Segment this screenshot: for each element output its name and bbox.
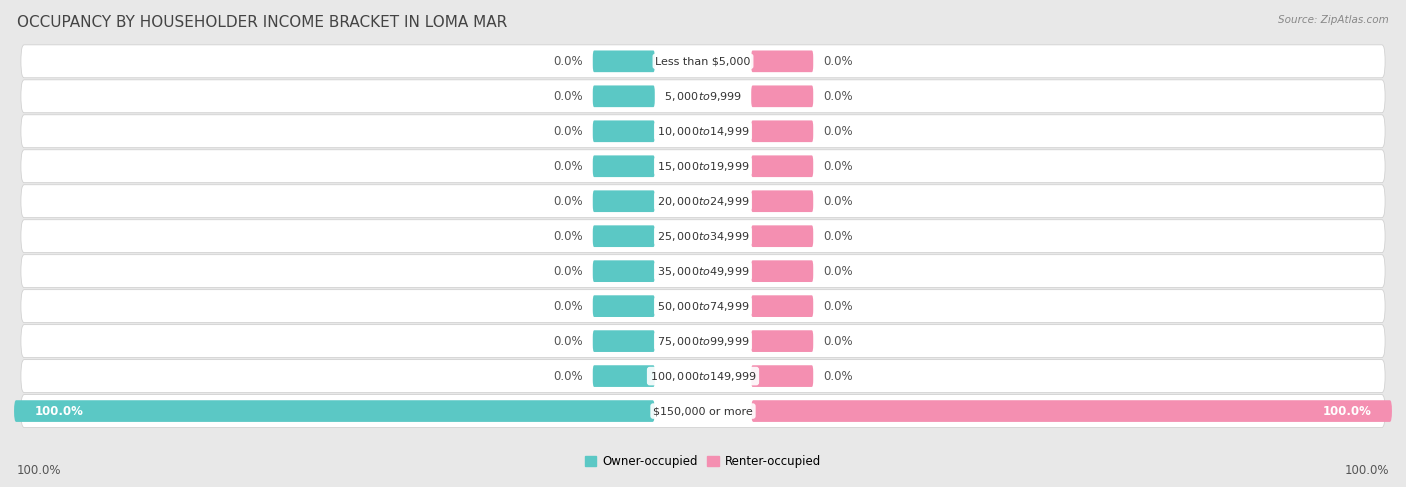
Text: $150,000 or more: $150,000 or more — [654, 406, 752, 416]
Text: 100.0%: 100.0% — [35, 405, 83, 417]
Text: 0.0%: 0.0% — [553, 125, 582, 138]
Text: $100,000 to $149,999: $100,000 to $149,999 — [650, 370, 756, 383]
Text: 0.0%: 0.0% — [553, 160, 582, 173]
FancyBboxPatch shape — [751, 190, 813, 212]
Text: Less than $5,000: Less than $5,000 — [655, 56, 751, 66]
FancyBboxPatch shape — [751, 155, 813, 177]
Text: 0.0%: 0.0% — [553, 300, 582, 313]
FancyBboxPatch shape — [21, 290, 1385, 322]
Text: 100.0%: 100.0% — [1344, 464, 1389, 477]
Text: 0.0%: 0.0% — [553, 335, 582, 348]
FancyBboxPatch shape — [751, 330, 813, 352]
FancyBboxPatch shape — [593, 155, 655, 177]
FancyBboxPatch shape — [21, 394, 1385, 428]
Text: 100.0%: 100.0% — [1323, 405, 1371, 417]
FancyBboxPatch shape — [751, 400, 1392, 422]
FancyBboxPatch shape — [593, 330, 655, 352]
FancyBboxPatch shape — [751, 85, 813, 107]
FancyBboxPatch shape — [21, 45, 1385, 78]
Text: $75,000 to $99,999: $75,000 to $99,999 — [657, 335, 749, 348]
Text: $50,000 to $74,999: $50,000 to $74,999 — [657, 300, 749, 313]
FancyBboxPatch shape — [593, 190, 655, 212]
FancyBboxPatch shape — [593, 51, 655, 72]
Text: 0.0%: 0.0% — [824, 335, 853, 348]
FancyBboxPatch shape — [21, 325, 1385, 357]
FancyBboxPatch shape — [751, 365, 813, 387]
FancyBboxPatch shape — [21, 185, 1385, 218]
Text: $15,000 to $19,999: $15,000 to $19,999 — [657, 160, 749, 173]
FancyBboxPatch shape — [593, 225, 655, 247]
Text: 0.0%: 0.0% — [824, 300, 853, 313]
Text: 0.0%: 0.0% — [824, 195, 853, 208]
FancyBboxPatch shape — [751, 295, 813, 317]
Text: 0.0%: 0.0% — [553, 90, 582, 103]
Text: 0.0%: 0.0% — [824, 125, 853, 138]
Text: $5,000 to $9,999: $5,000 to $9,999 — [664, 90, 742, 103]
Text: 0.0%: 0.0% — [824, 160, 853, 173]
Text: 0.0%: 0.0% — [824, 90, 853, 103]
FancyBboxPatch shape — [21, 360, 1385, 393]
FancyBboxPatch shape — [593, 261, 655, 282]
Legend: Owner-occupied, Renter-occupied: Owner-occupied, Renter-occupied — [579, 450, 827, 473]
Text: $20,000 to $24,999: $20,000 to $24,999 — [657, 195, 749, 208]
Text: 100.0%: 100.0% — [17, 464, 62, 477]
Text: $25,000 to $34,999: $25,000 to $34,999 — [657, 230, 749, 243]
FancyBboxPatch shape — [21, 255, 1385, 288]
Text: 0.0%: 0.0% — [553, 230, 582, 243]
Text: Source: ZipAtlas.com: Source: ZipAtlas.com — [1278, 15, 1389, 25]
FancyBboxPatch shape — [14, 400, 655, 422]
FancyBboxPatch shape — [593, 295, 655, 317]
Text: OCCUPANCY BY HOUSEHOLDER INCOME BRACKET IN LOMA MAR: OCCUPANCY BY HOUSEHOLDER INCOME BRACKET … — [17, 15, 508, 30]
FancyBboxPatch shape — [593, 85, 655, 107]
FancyBboxPatch shape — [593, 365, 655, 387]
FancyBboxPatch shape — [751, 225, 813, 247]
Text: $35,000 to $49,999: $35,000 to $49,999 — [657, 264, 749, 278]
FancyBboxPatch shape — [751, 51, 813, 72]
FancyBboxPatch shape — [21, 150, 1385, 183]
FancyBboxPatch shape — [21, 220, 1385, 253]
Text: 0.0%: 0.0% — [824, 264, 853, 278]
FancyBboxPatch shape — [21, 80, 1385, 112]
Text: $10,000 to $14,999: $10,000 to $14,999 — [657, 125, 749, 138]
FancyBboxPatch shape — [751, 261, 813, 282]
Text: 0.0%: 0.0% — [824, 55, 853, 68]
Text: 0.0%: 0.0% — [553, 195, 582, 208]
Text: 0.0%: 0.0% — [553, 55, 582, 68]
Text: 0.0%: 0.0% — [553, 264, 582, 278]
Text: 0.0%: 0.0% — [824, 370, 853, 383]
FancyBboxPatch shape — [21, 115, 1385, 148]
Text: 0.0%: 0.0% — [553, 370, 582, 383]
Text: 0.0%: 0.0% — [824, 230, 853, 243]
FancyBboxPatch shape — [751, 120, 813, 142]
FancyBboxPatch shape — [593, 120, 655, 142]
